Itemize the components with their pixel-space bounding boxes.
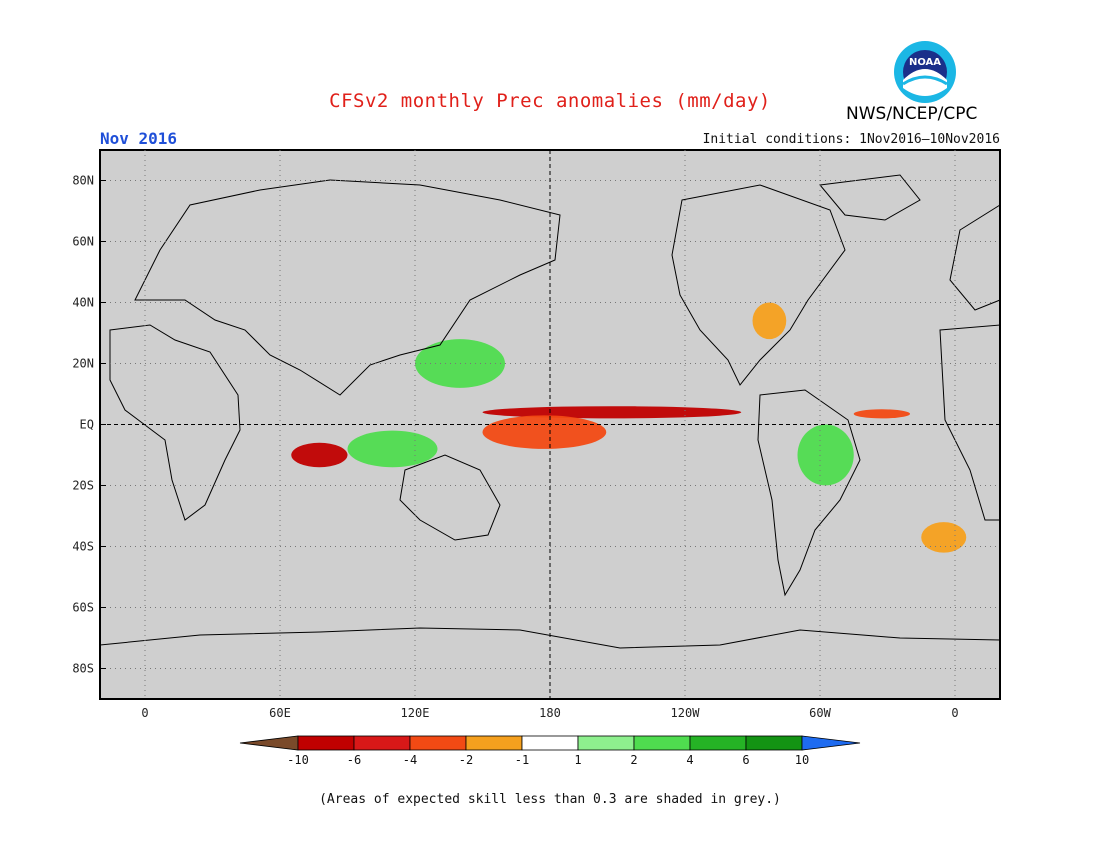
colorbar-segment <box>465 735 523 751</box>
logo-text: NOAA <box>909 57 941 68</box>
page-title: CFSv2 monthly Prec anomalies (mm/day) <box>329 90 771 112</box>
anomaly-region <box>291 442 348 468</box>
lat-label: 40S <box>72 540 94 554</box>
lat-label: 60S <box>72 601 94 615</box>
lat-label: 60N <box>72 235 94 249</box>
skill-mask-note: (Areas of expected skill less than 0.3 a… <box>319 792 781 807</box>
lat-label: 20N <box>72 357 94 371</box>
coastline-africa-east <box>939 324 1001 521</box>
lon-label: 180 <box>539 706 561 720</box>
colorbar-low-arrow <box>239 735 299 751</box>
noaa-logo: NOAA <box>894 41 956 103</box>
anomaly-region <box>797 424 854 486</box>
lon-label: 120W <box>671 706 701 720</box>
lat-label: 20S <box>72 479 94 493</box>
coastline-australia <box>399 454 501 541</box>
colorbar-segment <box>353 735 411 751</box>
anomaly-region <box>853 409 910 419</box>
lat-label: EQ <box>80 418 94 432</box>
colorbar-tick-label: -6 <box>347 753 361 767</box>
colorbar-tick-label: -2 <box>459 753 473 767</box>
colorbar-tick-label: 1 <box>574 753 581 767</box>
anomaly-region <box>752 302 787 340</box>
colorbar-segment <box>633 735 691 751</box>
anomaly-region <box>347 430 438 468</box>
colorbar-tick-label: 6 <box>742 753 749 767</box>
colorbar-segment <box>689 735 747 751</box>
lon-label: 0 <box>951 706 958 720</box>
coastline-south-america <box>757 389 861 597</box>
coastline-africa <box>109 324 241 521</box>
axis-labels: 80N 60N 40N 20N EQ 20S 40S 60S 80S 0 60E 120E 180 120… <box>72 174 958 721</box>
colorbar-high-arrow <box>801 735 861 751</box>
colorbar-segment <box>745 735 803 751</box>
lon-label: 60E <box>269 706 291 720</box>
colorbar-tick-label: -4 <box>403 753 417 767</box>
lon-label: 120E <box>401 706 430 720</box>
anomaly-region <box>921 522 967 553</box>
coastlines <box>99 174 1001 649</box>
lon-label: 0 <box>141 706 148 720</box>
colorbar-tick-label: -1 <box>515 753 529 767</box>
lat-label: 80S <box>72 662 94 676</box>
agency-label: NWS/NCEP/CPC <box>846 104 978 124</box>
coastline-greenland <box>819 174 921 221</box>
lat-label: 40N <box>72 296 94 310</box>
coastline-europe-west <box>949 204 1001 311</box>
colorbar-tick-label: 2 <box>630 753 637 767</box>
lat-label: 80N <box>72 174 94 188</box>
colorbar-segment <box>409 735 467 751</box>
colorbar-tick-label: 4 <box>686 753 693 767</box>
coastline-north-america <box>671 184 846 386</box>
colorbar-segment <box>521 735 579 751</box>
gridlines <box>100 150 1000 699</box>
coastline-eurasia <box>134 179 561 396</box>
coastline-antarctica <box>99 627 1001 649</box>
colorbar: -10 -6 -4 -2 -1 1 2 4 6 10 <box>239 735 861 767</box>
initial-conditions-label: Initial conditions: 1Nov2016–10Nov2016 <box>702 132 1000 147</box>
colorbar-segment <box>577 735 635 751</box>
colorbar-tick-label: 10 <box>795 753 809 767</box>
anomaly-region <box>482 406 742 419</box>
anomaly-region <box>482 415 607 449</box>
colorbar-tick-label: -10 <box>287 753 309 767</box>
colorbar-segment <box>297 735 355 751</box>
anomaly-layer <box>291 302 967 553</box>
lon-label: 60W <box>809 706 831 720</box>
month-label: Nov 2016 <box>100 129 178 148</box>
